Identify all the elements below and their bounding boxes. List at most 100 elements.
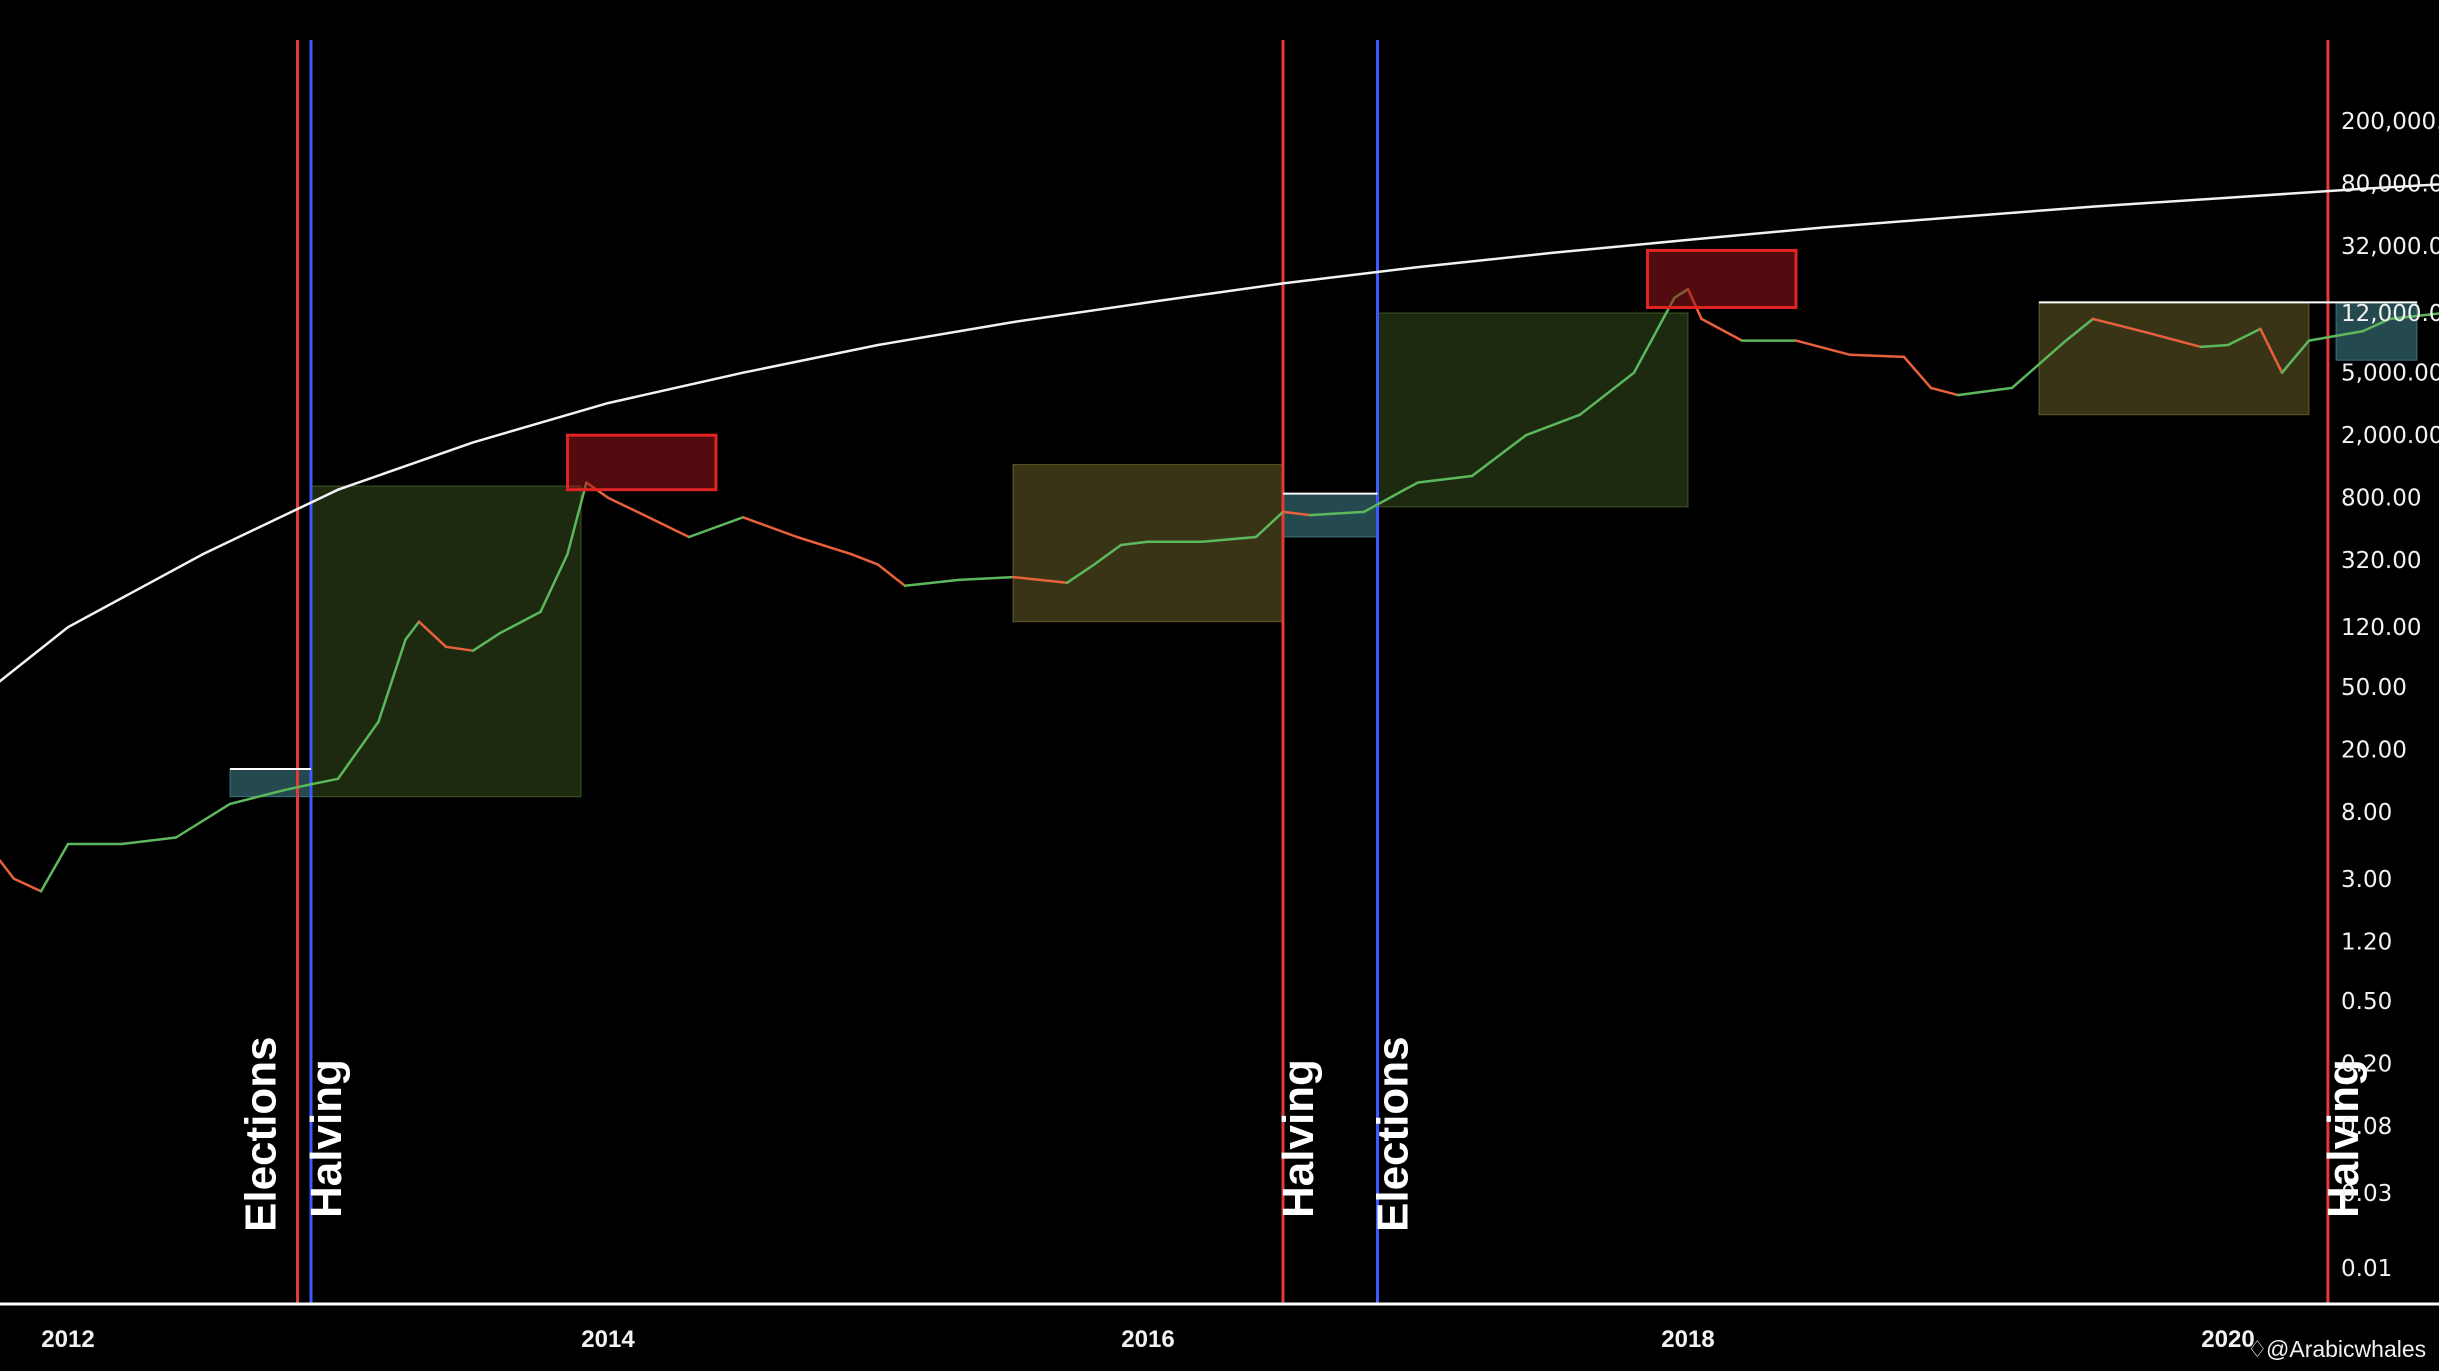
cycle-zones [229,301,2418,798]
x-axis-ticks: 201220142016201820202022202420262028 [41,1326,2254,1353]
price-segment-37 [1254,510,1285,539]
price-segment-58 [2091,317,2149,334]
price-segment-27 [849,552,880,566]
y-tick-label-0: 200,000. [2341,109,2439,135]
y-tick-label-7: 320.00 [2341,548,2421,574]
y-tick-label-11: 8.00 [2341,800,2392,826]
price-segment-9 [228,788,286,806]
price-segment-51 [1794,339,1852,357]
zone-yellow-5 [2038,301,2310,416]
x-tick-label-2018: 2018 [1661,1326,1714,1353]
y-tick-label-16: 0.08 [2341,1114,2392,1140]
zone-green-1 [310,485,582,798]
price-segment-15 [417,620,448,649]
price-segment-8 [174,802,232,839]
x-tick-label-2012: 2012 [41,1326,94,1353]
peak-marker-0 [566,433,718,492]
zone-yellow-2 [1012,464,1284,623]
x-tick-label-2014: 2014 [581,1326,635,1353]
price-segment-42 [1416,474,1474,484]
price-segment-43 [1470,433,1528,478]
price-segment-63 [2280,339,2311,374]
y-tick-label-10: 20.00 [2341,737,2407,763]
price-segment-46 [1632,296,1676,374]
zone-teal-3 [1282,493,1378,538]
price-segment-64 [2307,329,2365,342]
resistance-lines [230,301,2417,771]
price-segment-66 [2388,312,2439,321]
y-axis-ticks: 200,000. 80,000.0 32,000.0 12,000.0 5,000.00… [2341,109,2439,1282]
price-segment-55 [1956,386,2014,397]
price-segment-12 [336,720,380,781]
price-segment-18 [498,610,542,635]
price-segment-22 [606,496,650,519]
price-segment-11 [309,777,340,786]
y-tick-label-15: 0.20 [2341,1052,2392,1078]
price-segment-62 [2259,327,2284,374]
price-segment-36 [1200,535,1258,543]
y-tick-label-9: 50.00 [2341,675,2407,701]
price-segment-31 [1011,575,1069,585]
zone-teal-6 [2335,301,2418,361]
price-segment-52 [1848,353,1906,359]
price-segment-54 [1929,386,1960,397]
price-segment-33 [1092,543,1123,566]
price-segment-20 [566,481,588,556]
x-tick-label-2020: 2020 [2201,1326,2254,1353]
log-growth-curve [0,183,2439,683]
price-segment-19 [539,552,569,614]
price-segment-26 [795,535,853,556]
price-segment-53 [1902,355,1933,390]
event-labels: ElectionsHalvingHalvingElectionsHalvingE… [237,1036,2368,1232]
x-tick-label-2016: 2016 [1121,1326,1174,1353]
price-segment-29 [903,578,961,588]
price-segment-16 [444,645,475,652]
event-label-halving-4: Halving [2319,1059,2368,1218]
y-tick-label-12: 3.00 [2341,867,2392,893]
y-tick-label-1: 80,000.0 [2341,172,2439,198]
event-label-halving-1: Halving [302,1059,351,1218]
price-segment-40 [1362,488,1406,514]
event-label-elections-3: Elections [1369,1036,1418,1232]
price-segment-14 [404,620,421,641]
event-label-halving-2: Halving [1274,1059,1323,1218]
price-segment-3 [0,858,16,881]
event-label-elections-0: Elections [237,1036,286,1232]
price-segment-4 [12,877,43,893]
y-tick-label-3: 12,000.0 [2341,301,2439,327]
y-tick-label-2: 32,000.0 [2341,234,2439,260]
price-segment-34 [1119,540,1150,547]
y-tick-label-6: 800.00 [2341,486,2421,512]
price-segment-59 [2145,331,2203,349]
growth-curve-line [0,183,2439,683]
price-segment-13 [377,638,407,723]
zone-green-4 [1377,312,1689,508]
y-tick-label-14: 0.50 [2341,989,2392,1015]
price-segment-28 [876,563,907,588]
price-segment-7 [120,836,178,846]
price-segment-32 [1065,563,1096,585]
price-segment-30 [957,575,1015,582]
y-tick-label-18: 0.01 [2341,1256,2392,1282]
price-segment-49 [1700,317,1744,342]
price-segment-17 [471,631,502,652]
price-segment-61 [2226,327,2262,347]
y-tick-label-4: 5,000.00 [2341,361,2439,387]
price-segment-60 [2199,343,2230,349]
price-segment-23 [647,516,691,539]
price-segment-5 [39,842,70,893]
price-segment-56 [2010,339,2068,390]
price-segment-44 [1524,413,1582,437]
event-lines [296,40,2330,1304]
peak-markers [566,248,1798,492]
credit-watermark: ♢ @Arabicwhales [2247,1336,2426,1362]
price-segment-25 [741,516,799,539]
peak-marker-1 [1646,248,1798,309]
price-segment-24 [687,516,745,539]
price-segment-39 [1308,510,1366,517]
y-tick-label-8: 120.00 [2341,615,2421,641]
y-tick-label-13: 1.20 [2341,929,2392,955]
credit-icon: ♢ [2247,1336,2268,1362]
